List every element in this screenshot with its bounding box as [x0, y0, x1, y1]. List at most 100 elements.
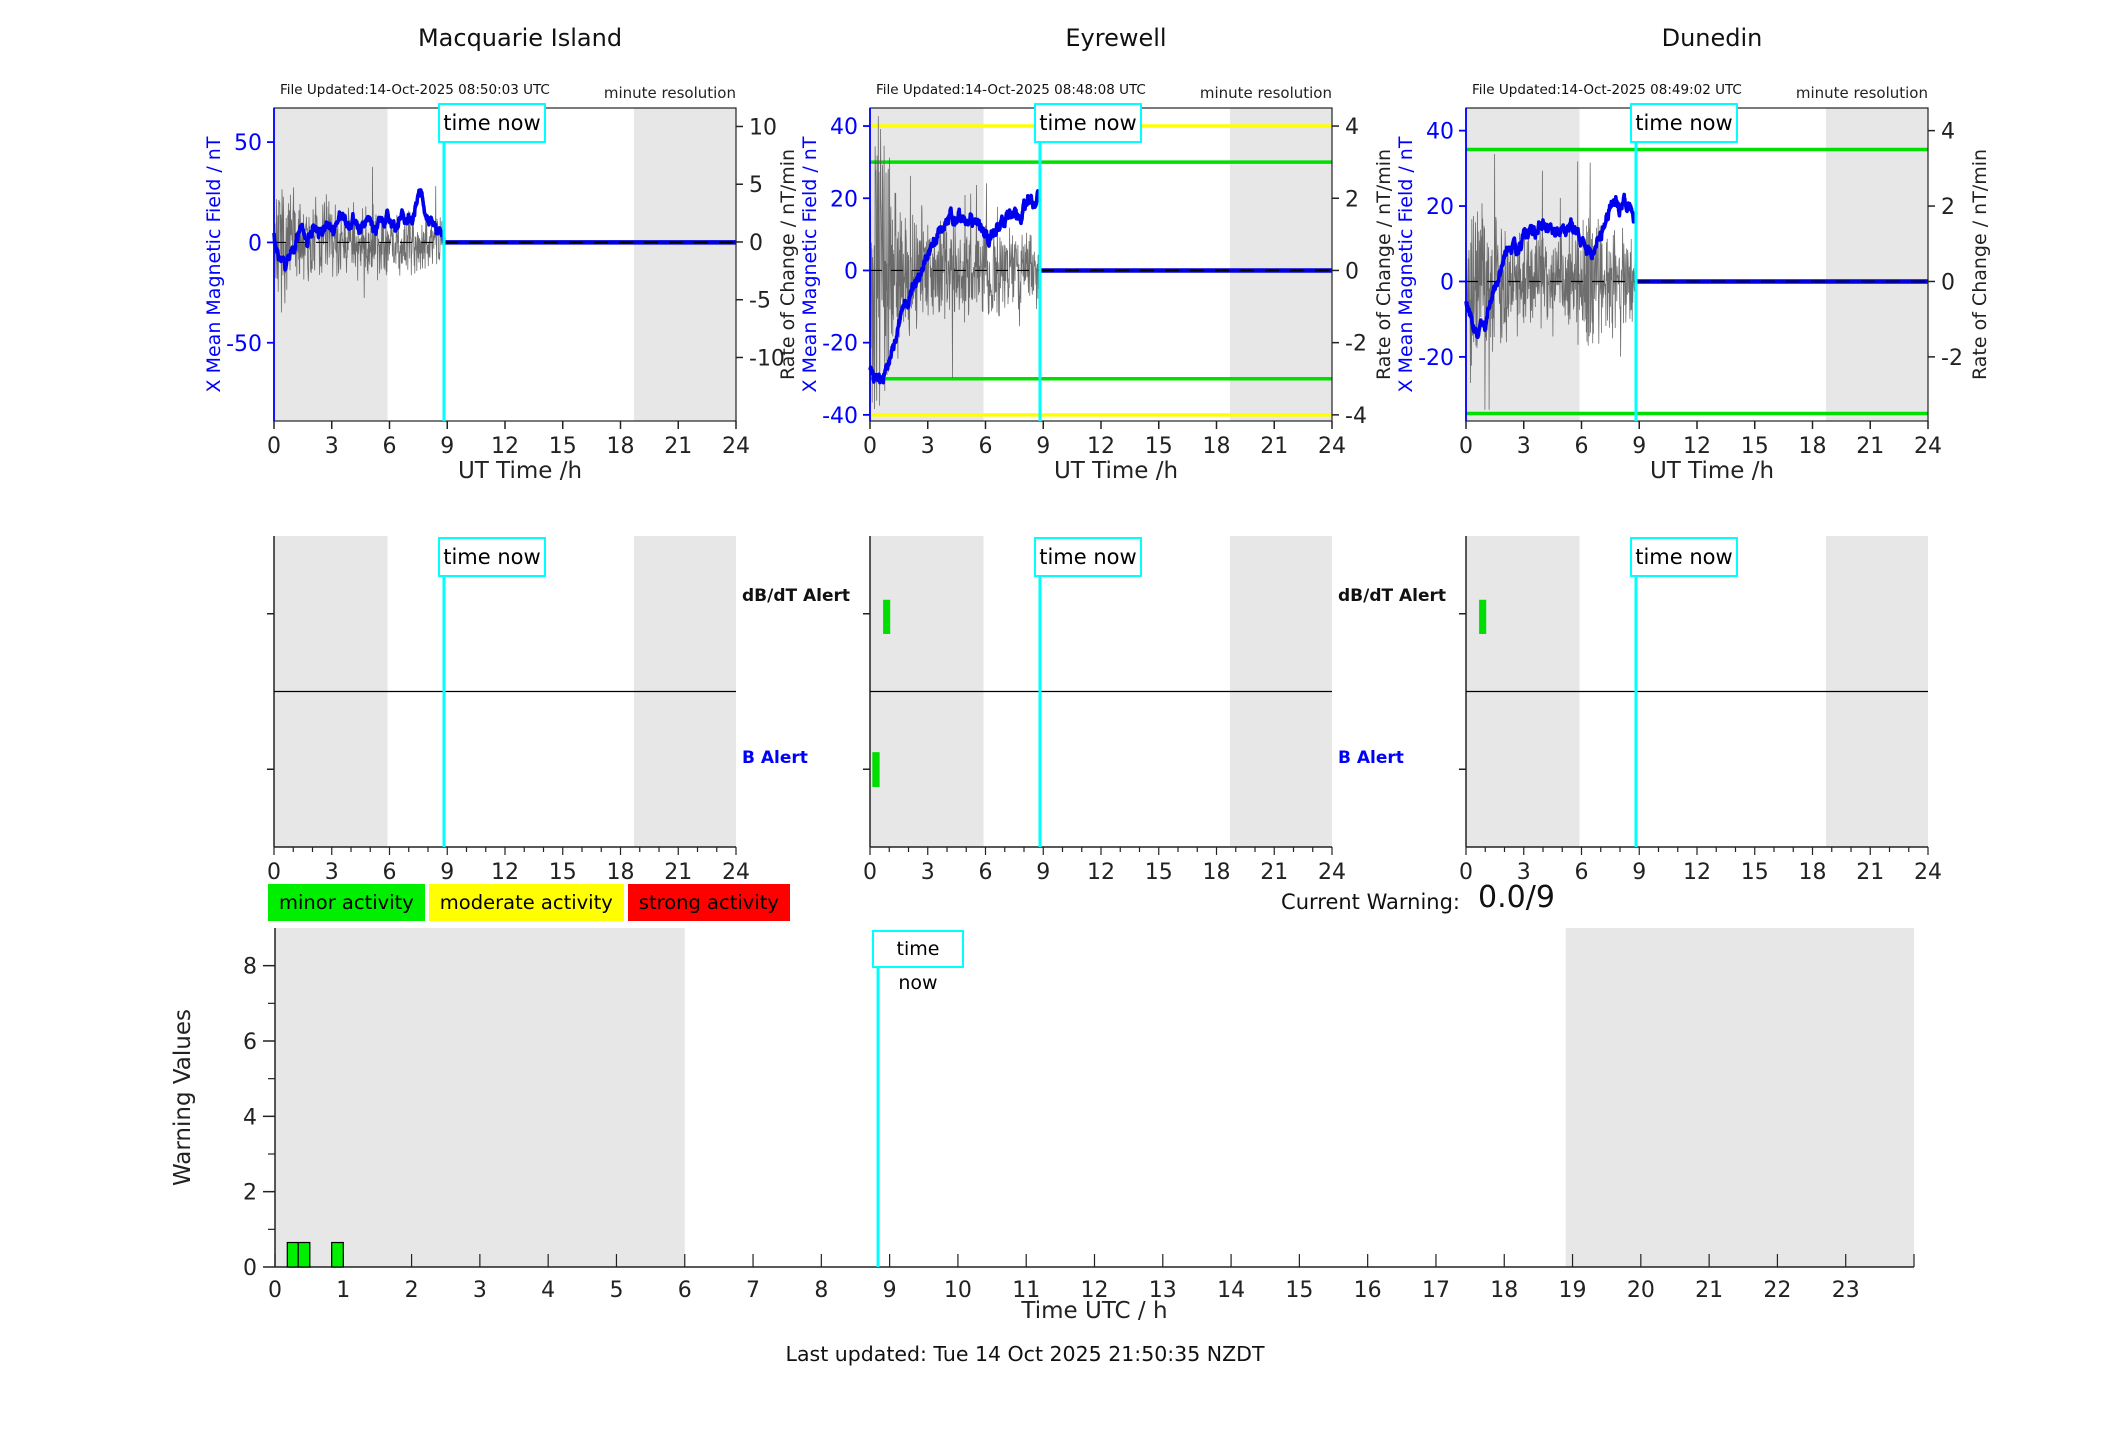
x-tick-label: 9 — [1036, 860, 1050, 885]
x-tick-label: 15 — [549, 434, 577, 459]
x-tick-label: 15 — [1741, 860, 1769, 885]
left-tick-label: 40 — [1426, 120, 1454, 145]
x-tick-label: 8 — [814, 1278, 828, 1303]
rate-of-change-trace — [273, 166, 445, 313]
left-axis-title: X Mean Magnetic Field / nT — [1395, 136, 1417, 392]
right-tick-label: 2 — [1345, 187, 1359, 212]
x-tick-label: 22 — [1763, 1278, 1791, 1303]
x-tick-label: 6 — [979, 434, 993, 459]
time-now-flag: time now — [1033, 537, 1142, 577]
x-tick-label: 21 — [1856, 434, 1884, 459]
alert-bar-b — [872, 752, 880, 787]
right-tick-label: 4 — [1345, 115, 1359, 140]
time-now-flag: time now — [437, 103, 546, 143]
left-tick-label: -20 — [1418, 346, 1454, 371]
x-tick-label: 3 — [473, 1278, 487, 1303]
legend-moderate-activity: moderate activity — [428, 884, 624, 921]
x-tick-label: 18 — [1203, 860, 1231, 885]
legend-minor-activity: minor activity — [268, 884, 425, 921]
left-tick-label: 20 — [1426, 195, 1454, 220]
x-tick-label: 9 — [1632, 434, 1646, 459]
night-shading-band — [1565, 928, 1914, 1267]
x-axis-title-dunedin: UT Time /h — [1649, 458, 1775, 484]
resolution-note-dunedin: minute resolution — [1795, 84, 1928, 102]
x-tick-label: 18 — [607, 434, 635, 459]
x-tick-label: 24 — [1914, 434, 1942, 459]
x-tick-label: 24 — [722, 434, 750, 459]
x-tick-label: 21 — [1260, 434, 1288, 459]
x-tick-label: 18 — [1799, 860, 1827, 885]
x-tick-label: 20 — [1627, 1278, 1655, 1303]
x-tick-label: 12 — [491, 434, 519, 459]
left-tick-label: -40 — [822, 404, 858, 429]
x-tick-label: 6 — [1575, 434, 1589, 459]
station-title-dunedin: Dunedin — [1661, 24, 1763, 52]
time-now-flag: time now — [1629, 103, 1738, 143]
y-tick-label: 4 — [243, 1105, 257, 1130]
warning-value-bar — [297, 1241, 311, 1268]
activity-legend: minor activity moderate activity strong … — [268, 884, 790, 921]
x-tick-label: 3 — [1517, 434, 1531, 459]
night-shading-band — [1229, 108, 1332, 421]
bottom-x-axis-title: Time UTC / h — [1021, 1298, 1168, 1324]
left-tick-label: 0 — [248, 231, 262, 256]
time-now-flag: time now — [437, 537, 546, 577]
legend-strong-activity: strong activity — [627, 884, 790, 921]
left-axis-title: X Mean Magnetic Field / nT — [799, 136, 821, 392]
x-tick-label: 15 — [1741, 434, 1769, 459]
dbdt-alert-label-1: dB/dT Alert — [742, 586, 851, 606]
alert-bar-dbdt — [883, 599, 891, 634]
x-tick-label: 21 — [1695, 1278, 1723, 1303]
right-axis-title: Rate of Change / nT/min — [1969, 149, 1991, 380]
x-tick-label: 14 — [1217, 1278, 1245, 1303]
x-tick-label: 24 — [1318, 434, 1346, 459]
b-alert-label-2: B Alert — [1338, 748, 1404, 768]
x-tick-label: 6 — [979, 860, 993, 885]
time-now-flag: time now — [1033, 103, 1142, 143]
x-tick-label: 12 — [1087, 434, 1115, 459]
x-tick-label: 12 — [1081, 1278, 1109, 1303]
x-tick-label: 6 — [383, 434, 397, 459]
x-tick-label: 0 — [1459, 860, 1473, 885]
x-tick-label: 18 — [1490, 1278, 1518, 1303]
night-shading-band — [1825, 108, 1928, 421]
right-tick-label: 2 — [1941, 195, 1955, 220]
right-tick-label: -10 — [749, 346, 785, 371]
x-tick-label: 0 — [863, 860, 877, 885]
current-warning-label: Current Warning: — [1281, 890, 1460, 914]
resolution-note-macquarie: minute resolution — [603, 84, 736, 102]
right-tick-label: -5 — [749, 289, 771, 314]
x-tick-label: 21 — [1856, 860, 1884, 885]
x-tick-label: 24 — [722, 860, 750, 885]
x-tick-label: 3 — [325, 434, 339, 459]
x-tick-label: 9 — [1036, 434, 1050, 459]
file-updated-eyrewell: File Updated:14-Oct-2025 08:48:08 UTC — [876, 82, 1146, 98]
b-alert-label-1: B Alert — [742, 748, 808, 768]
x-tick-label: 3 — [921, 434, 935, 459]
x-tick-label: 24 — [1914, 860, 1942, 885]
x-tick-label: 12 — [1683, 860, 1711, 885]
x-tick-label: 0 — [1459, 434, 1473, 459]
x-tick-label: 2 — [405, 1278, 419, 1303]
night-shading-band — [633, 108, 736, 421]
x-tick-label: 5 — [609, 1278, 623, 1303]
x-tick-label: 6 — [1575, 860, 1589, 885]
x-tick-label: 15 — [1145, 434, 1173, 459]
x-axis-title-macquarie: UT Time /h — [457, 458, 583, 484]
x-tick-label: 23 — [1832, 1278, 1860, 1303]
x-tick-label: 9 — [1632, 860, 1646, 885]
right-tick-label: 4 — [1941, 120, 1955, 145]
warning-value-bar — [286, 1241, 299, 1268]
mean-field-trace — [868, 189, 1042, 385]
x-tick-label: 0 — [267, 434, 281, 459]
x-tick-label: 11 — [1012, 1278, 1040, 1303]
y-tick-label: 0 — [243, 1256, 257, 1281]
file-updated-macquarie: File Updated:14-Oct-2025 08:50:03 UTC — [280, 82, 550, 98]
x-tick-label: 1 — [336, 1278, 350, 1303]
left-tick-label: 50 — [234, 131, 262, 156]
x-tick-label: 15 — [549, 860, 577, 885]
file-updated-dunedin: File Updated:14-Oct-2025 08:49:02 UTC — [1472, 82, 1742, 98]
x-tick-label: 0 — [267, 860, 281, 885]
